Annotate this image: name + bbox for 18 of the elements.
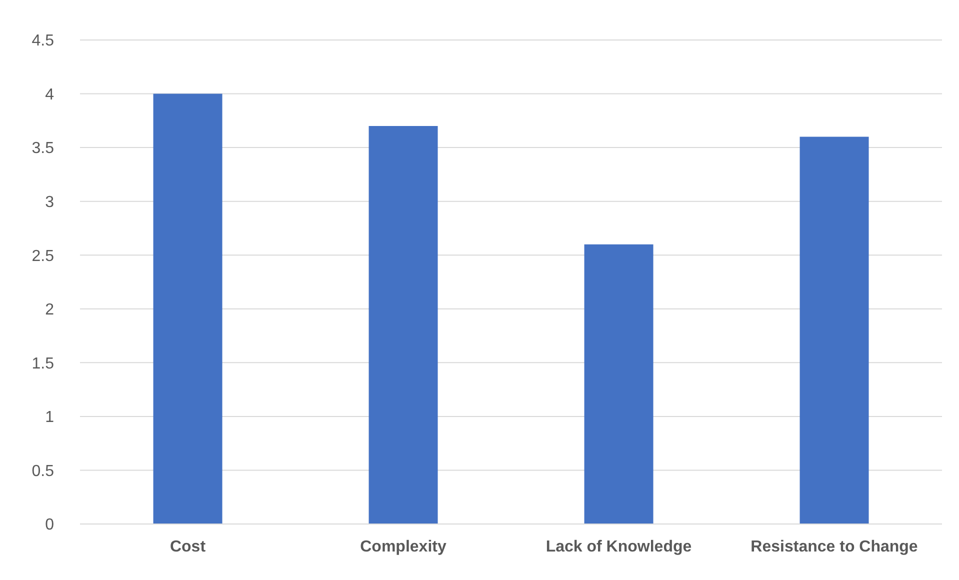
x-tick-label: Resistance to Change — [750, 538, 918, 556]
bar — [584, 244, 654, 524]
x-tick-label: Lack of Knowledge — [546, 538, 692, 556]
x-tick-label: Complexity — [360, 538, 446, 556]
y-tick-label: 4.5 — [32, 32, 54, 50]
y-tick-label: 3 — [45, 194, 54, 212]
bar — [800, 136, 869, 524]
y-tick-label: 2 — [45, 302, 54, 319]
y-tick-label: 0 — [45, 516, 54, 534]
y-tick-label: 1 — [45, 409, 54, 426]
y-tick-label: 1.5 — [32, 355, 54, 372]
y-tick-label: 0.5 — [32, 462, 54, 480]
y-tick-label: 2.5 — [32, 248, 54, 265]
bar — [368, 126, 438, 524]
bar — [153, 94, 222, 524]
y-tick-label: 3.5 — [32, 140, 54, 158]
x-tick-label: Cost — [170, 538, 206, 556]
y-tick-label: 4 — [45, 86, 54, 104]
